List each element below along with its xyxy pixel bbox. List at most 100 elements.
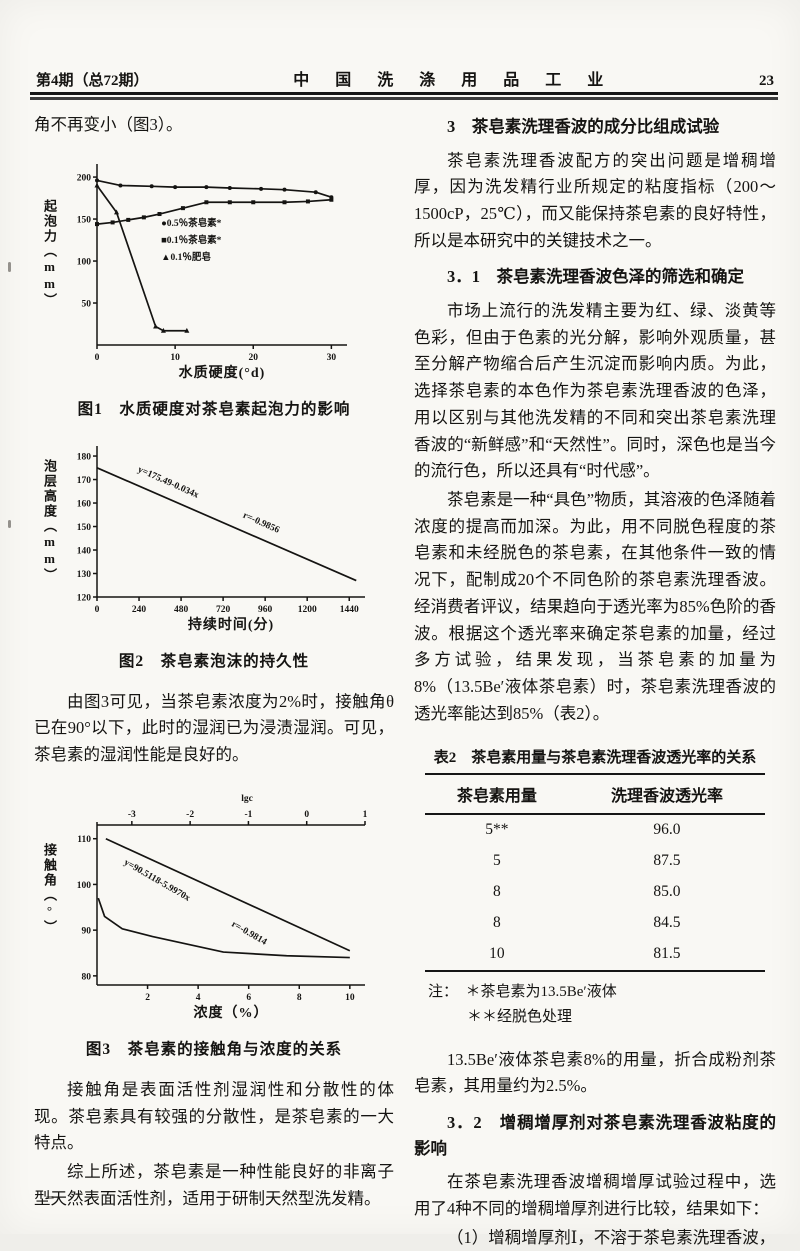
cell-dosage: 5**	[425, 814, 569, 846]
fig1-y-axis-label: 起泡力（mm）	[34, 199, 61, 338]
fig3-caption: 图3 茶皂素的接触角与浓度的关系	[34, 1037, 394, 1059]
svg-text:0: 0	[95, 605, 100, 615]
figure-3: 接触角（°） 80 90 100 110 2 4 6 8 10 -3 -2 -1 0 1 lgc 浓度（%） y…	[34, 785, 394, 1059]
paragraph-3-2-item1: （1）增稠增厚剂Ⅰ，不溶于茶皂素洗理香波，	[414, 1225, 776, 1251]
svg-text:130: 130	[77, 570, 92, 580]
table-header-row: 茶皂素用量 洗理香波透光率	[425, 774, 765, 814]
svg-text:1440: 1440	[340, 605, 359, 615]
table-row: 5** 96.0	[425, 814, 765, 846]
svg-text:0: 0	[95, 353, 100, 363]
paragraph-wetting: 由图3可见，当茶皂素浓度为2%时，接触角θ已在90°以下，此时的湿润已为浸渍湿润…	[34, 689, 394, 769]
svg-text:浓度（%）: 浓度（%）	[194, 1004, 269, 1021]
svg-text:-3: -3	[128, 810, 136, 820]
cell-dosage: 10	[425, 939, 569, 971]
svg-text:■0.1％茶皂素*: ■0.1％茶皂素*	[161, 233, 222, 245]
svg-text:150: 150	[77, 215, 92, 225]
svg-text:4: 4	[196, 993, 201, 1003]
table2-title: 表2 茶皂素用量与茶皂素洗理香波透光率的关系	[414, 746, 776, 767]
table2-note-2: ＊＊经脱色处理	[467, 1005, 776, 1031]
svg-text:y=90.5118-5.9970x: y=90.5118-5.9970x	[122, 858, 192, 904]
cell-transmittance: 85.0	[569, 877, 765, 908]
fig3-y-axis-label: 接触角（°）	[34, 843, 61, 965]
svg-text:180: 180	[77, 452, 92, 462]
column-header-transmittance: 洗理香波透光率	[569, 774, 765, 814]
svg-text:2: 2	[145, 993, 150, 1003]
svg-text:100: 100	[77, 257, 92, 267]
table-row: 8 85.0	[425, 877, 765, 908]
svg-text:y=175.49-0.034x: y=175.49-0.034x	[136, 465, 200, 501]
fig2-y-axis-label: 泡层高度（mm）	[34, 459, 61, 613]
scan-artifact	[8, 520, 11, 528]
svg-text:150: 150	[77, 523, 92, 533]
cell-transmittance: 84.5	[569, 908, 765, 939]
svg-text:0: 0	[304, 810, 309, 820]
table2-notes: 注： ＊茶皂素为13.5Be′液体 ＊＊经脱色处理	[428, 980, 776, 1031]
cell-dosage: 5	[425, 846, 569, 877]
header-rule-bottom	[30, 97, 778, 100]
svg-text:10: 10	[345, 993, 355, 1003]
paragraph-3-1-color: 市场上流行的洗发精主要为红、绿、淡黄等色彩，但由于色素的光分解，影响外观质量，甚…	[414, 298, 776, 485]
svg-text:1: 1	[363, 810, 368, 820]
svg-text:720: 720	[216, 605, 231, 615]
table2-note-1: 注： ＊茶皂素为13.5Be′液体	[428, 980, 776, 1006]
page-header: 第4期（总72期） 中 国 洗 涤 用 品 工 业 23	[36, 66, 774, 90]
fig1-caption: 图1 水质硬度对茶皂素起泡力的影响	[34, 397, 394, 419]
table-row: 5 87.5	[425, 846, 765, 877]
svg-text:960: 960	[258, 605, 273, 615]
svg-text:8: 8	[297, 993, 302, 1003]
svg-text:●0.5％茶皂素*: ●0.5％茶皂素*	[161, 216, 222, 228]
svg-text:90: 90	[82, 927, 92, 937]
scan-artifact	[8, 262, 11, 272]
paragraph-continuation: 角不再变小（图3）。	[34, 112, 394, 139]
svg-text:-2: -2	[186, 810, 194, 820]
cell-transmittance: 96.0	[569, 814, 765, 846]
cell-transmittance: 87.5	[569, 846, 765, 877]
svg-text:持续时间(分): 持续时间(分)	[188, 616, 274, 633]
svg-text:240: 240	[132, 605, 147, 615]
svg-text:160: 160	[77, 499, 92, 509]
cell-dosage: 8	[425, 908, 569, 939]
table-row: 8 84.5	[425, 908, 765, 939]
svg-text:lgc: lgc	[241, 794, 253, 804]
svg-text:r=-0.9856: r=-0.9856	[241, 510, 281, 535]
right-column: 3 茶皂素洗理香波的成分比组成试验 茶皂素洗理香波配方的突出问题是增稠增厚，因为…	[414, 112, 776, 1214]
section-3-1-heading: 3．1 茶皂素洗理香波色泽的筛选和确定	[414, 264, 776, 290]
paragraph-contact-angle: 接触角是表面活性剂湿润性和分散性的体现。茶皂素具有较强的分散性，是茶皂素的一大特…	[34, 1077, 394, 1157]
fig3-line-chart: 80 90 100 110 2 4 6 8 10 -3 -2 -1 0 1 lgc 浓度（%） y=90.511…	[61, 785, 379, 1023]
page-number: 23	[759, 73, 774, 90]
svg-text:200: 200	[77, 173, 92, 183]
svg-text:120: 120	[77, 593, 92, 603]
svg-text:110: 110	[77, 835, 91, 845]
svg-text:6: 6	[246, 993, 251, 1003]
paragraph-3-1-shade: 茶皂素是一种“具色”物质，其溶液的色泽随着浓度的提高而加深。为此，用不同脱色程度…	[414, 487, 776, 727]
fig2-caption: 图2 茶皂素泡沫的持久性	[34, 649, 394, 671]
paragraph-3-2-compare: 在茶皂素洗理香波增稠增厚试验过程中，选用了4种不同的增稠增厚剂进行比较，结果如下…	[414, 1169, 776, 1222]
svg-text:80: 80	[82, 972, 92, 982]
svg-text:30: 30	[327, 353, 337, 363]
svg-text:10: 10	[170, 353, 180, 363]
paragraph-amount: 13.5Be′液体茶皂素8%的用量，折合成粉剂茶皂素，其用量约为2.5%。	[414, 1047, 776, 1100]
svg-text:140: 140	[77, 546, 92, 556]
section-3-heading: 3 茶皂素洗理香波的成分比组成试验	[414, 114, 776, 140]
paragraph-3-intro: 茶皂素洗理香波配方的突出问题是增稠增厚，因为洗发精行业所规定的粘度指标（200～…	[414, 148, 776, 255]
section-3-2-heading: 3．2 增稠增厚剂对茶皂素洗理香波粘度的影响	[414, 1110, 776, 1161]
table-row: 10 81.5	[425, 939, 765, 971]
svg-text:r=-0.9814: r=-0.9814	[230, 919, 269, 947]
svg-text:50: 50	[82, 299, 92, 309]
svg-text:170: 170	[77, 476, 92, 486]
svg-text:-1: -1	[244, 810, 252, 820]
table2: 茶皂素用量 洗理香波透光率 5** 96.0 5 87.5 8	[425, 773, 765, 972]
header-rule-top	[30, 92, 778, 95]
svg-text:20: 20	[249, 353, 259, 363]
column-header-dosage: 茶皂素用量	[425, 774, 569, 814]
journal-title: 中 国 洗 涤 用 品 工 业	[293, 66, 614, 90]
svg-text:100: 100	[77, 881, 92, 891]
svg-text:1200: 1200	[298, 605, 317, 615]
svg-text:▲0.1％肥皂: ▲0.1％肥皂	[161, 250, 211, 262]
